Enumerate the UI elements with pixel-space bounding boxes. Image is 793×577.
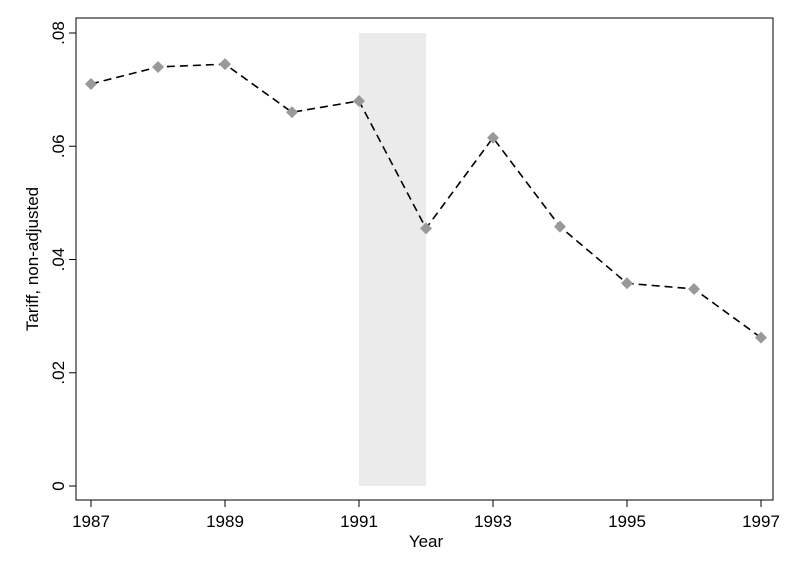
data-point [219,58,231,71]
data-point [621,277,633,290]
data-point [688,282,700,295]
data-point [487,131,499,144]
data-point [85,77,97,90]
x-tick-label: 1993 [474,512,512,531]
x-tick-label: 1995 [608,512,646,531]
y-tick-label: .02 [49,361,68,385]
data-point [286,106,298,119]
x-axis-title: Year [409,532,444,551]
y-tick-label: .08 [49,21,68,45]
y-tick-label: 0 [49,481,68,490]
x-tick-label: 1989 [206,512,244,531]
x-tick-label: 1997 [742,512,780,531]
data-point [353,94,365,107]
data-point [420,222,432,235]
data-point [152,60,164,73]
y-axis-title: Tariff, non-adjusted [23,187,42,331]
shaded-region [359,33,426,486]
data-point [554,220,566,233]
x-tick-label: 1991 [340,512,378,531]
y-tick-label: .06 [49,134,68,158]
y-tick-label: .04 [49,248,68,272]
x-tick-label: 1987 [72,512,110,531]
data-point [755,331,767,344]
